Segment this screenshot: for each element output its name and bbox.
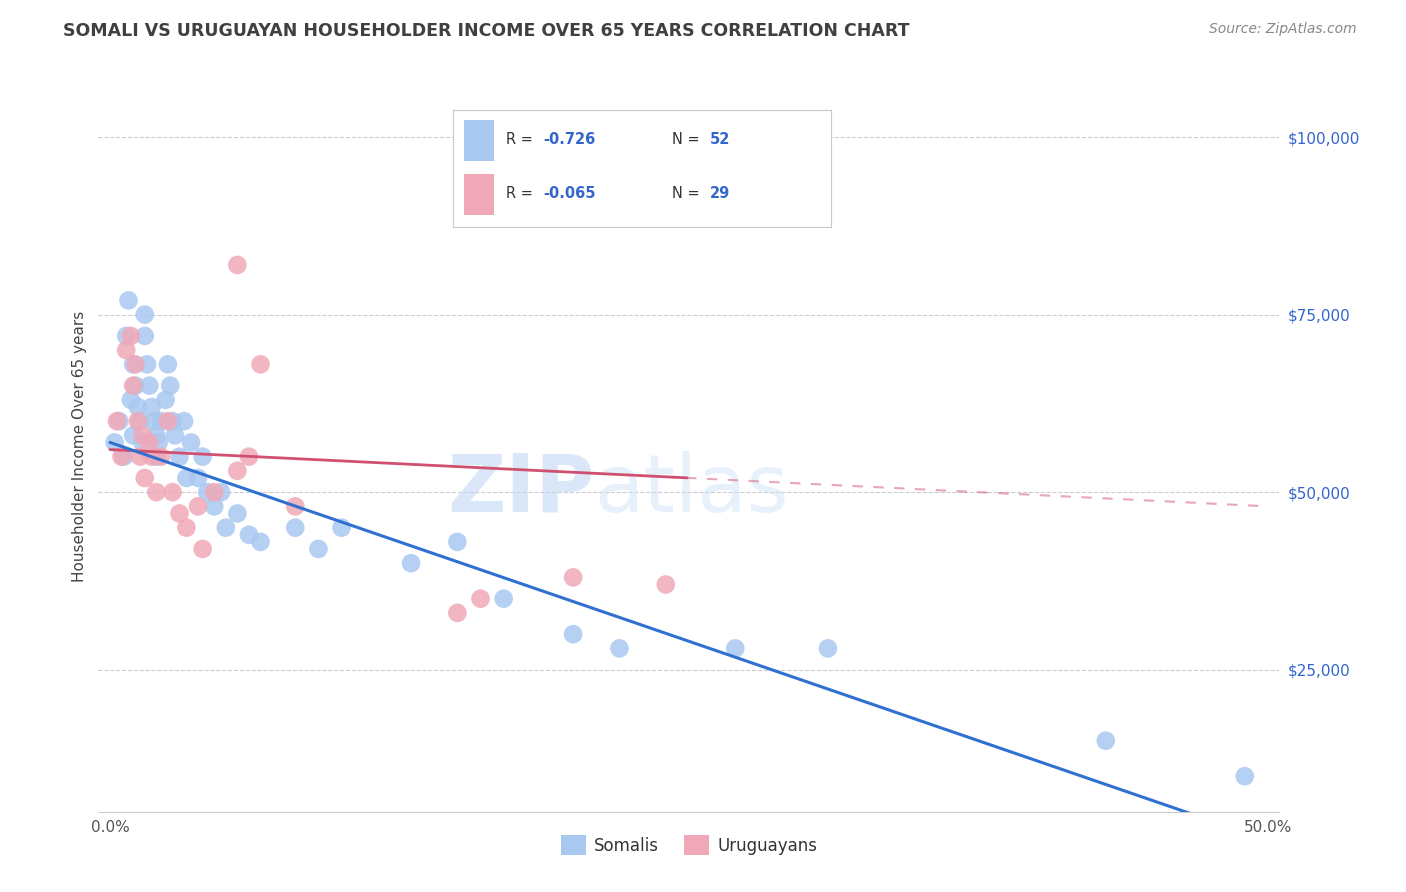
Point xyxy=(202,500,225,514)
Point xyxy=(215,521,238,535)
Point xyxy=(129,414,152,428)
Text: Source: ZipAtlas.com: Source: ZipAtlas.com xyxy=(1209,22,1357,37)
Point xyxy=(138,435,160,450)
Point xyxy=(169,450,191,464)
Point xyxy=(127,414,149,428)
Point xyxy=(307,541,329,556)
Point xyxy=(162,485,184,500)
Point xyxy=(562,627,585,641)
Point xyxy=(470,591,492,606)
Y-axis label: Householder Income Over 65 years: Householder Income Over 65 years xyxy=(72,310,87,582)
Point xyxy=(156,414,179,428)
Point xyxy=(191,541,214,556)
Point xyxy=(817,641,839,656)
Point xyxy=(176,471,198,485)
Point xyxy=(149,414,172,428)
Point xyxy=(120,392,142,407)
Point xyxy=(609,641,631,656)
Point xyxy=(110,450,132,464)
Point xyxy=(249,534,271,549)
Point xyxy=(399,556,422,570)
Point xyxy=(226,258,249,272)
Point xyxy=(724,641,747,656)
Point xyxy=(195,485,218,500)
Text: atlas: atlas xyxy=(595,450,789,529)
Point xyxy=(562,570,585,584)
Point xyxy=(249,357,271,371)
Point xyxy=(115,343,138,358)
Point xyxy=(134,308,156,322)
Point xyxy=(180,435,202,450)
Point xyxy=(148,435,170,450)
Point xyxy=(115,329,138,343)
Point xyxy=(187,471,209,485)
Point xyxy=(129,450,152,464)
Point xyxy=(284,500,307,514)
Legend: Somalis, Uruguayans: Somalis, Uruguayans xyxy=(554,829,824,862)
Point xyxy=(122,428,145,442)
Point xyxy=(131,435,153,450)
Point xyxy=(138,378,160,392)
Point xyxy=(145,428,167,442)
Point xyxy=(446,534,468,549)
Point xyxy=(169,507,191,521)
Point xyxy=(446,606,468,620)
Point xyxy=(120,329,142,343)
Point xyxy=(149,450,172,464)
Point xyxy=(159,378,181,392)
Text: SOMALI VS URUGUAYAN HOUSEHOLDER INCOME OVER 65 YEARS CORRELATION CHART: SOMALI VS URUGUAYAN HOUSEHOLDER INCOME O… xyxy=(63,22,910,40)
Point xyxy=(1094,733,1116,747)
Point xyxy=(134,329,156,343)
Point xyxy=(226,464,249,478)
Point xyxy=(105,414,128,428)
Point xyxy=(124,357,146,371)
Point xyxy=(284,521,307,535)
Point xyxy=(655,577,678,591)
Point xyxy=(136,357,159,371)
Point xyxy=(145,450,167,464)
Point xyxy=(162,414,184,428)
Point xyxy=(122,378,145,392)
Point xyxy=(492,591,515,606)
Point xyxy=(238,450,260,464)
Point xyxy=(141,400,163,414)
Point xyxy=(141,450,163,464)
Point xyxy=(173,414,195,428)
Point xyxy=(226,507,249,521)
Point xyxy=(187,500,209,514)
Point xyxy=(155,392,177,407)
Point xyxy=(127,400,149,414)
Point xyxy=(238,528,260,542)
Point xyxy=(191,450,214,464)
Point xyxy=(176,521,198,535)
Point xyxy=(1233,769,1256,783)
Point xyxy=(143,414,166,428)
Point xyxy=(122,357,145,371)
Point xyxy=(134,471,156,485)
Point xyxy=(330,521,353,535)
Point xyxy=(209,485,232,500)
Point xyxy=(108,414,131,428)
Point xyxy=(124,378,146,392)
Point xyxy=(131,428,153,442)
Point xyxy=(163,428,186,442)
Point xyxy=(117,293,139,308)
Point xyxy=(112,450,135,464)
Point xyxy=(202,485,225,500)
Point xyxy=(145,485,167,500)
Point xyxy=(104,435,127,450)
Text: ZIP: ZIP xyxy=(447,450,595,529)
Point xyxy=(156,357,179,371)
